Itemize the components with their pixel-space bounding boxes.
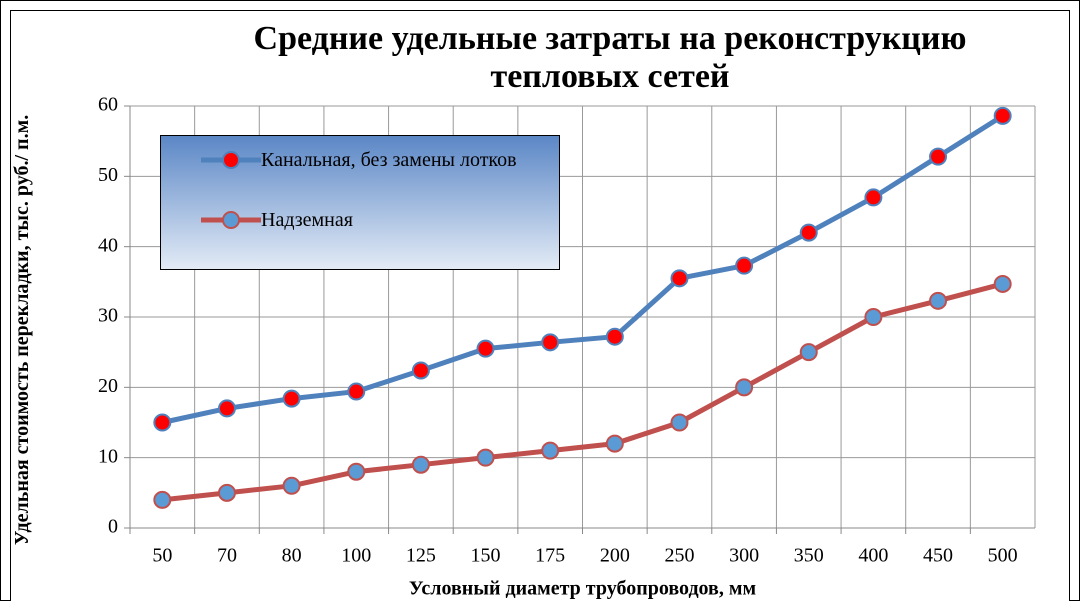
legend-label: Канальная, без замены лотков (261, 149, 517, 171)
series-line (161, 113, 1005, 425)
data-point (605, 327, 624, 346)
x-tick-label: 80 (282, 545, 302, 567)
x-tick-label: 250 (664, 545, 694, 567)
data-point (993, 274, 1012, 293)
y-tick-label: 40 (98, 234, 118, 256)
data-point (347, 462, 366, 481)
data-point (864, 308, 883, 326)
data-point (282, 389, 301, 408)
data-point (993, 106, 1012, 125)
data-point (864, 188, 883, 207)
chart-title: Средние удельные затраты на реконструкци… (253, 20, 967, 95)
data-point (153, 490, 172, 509)
x-tick-label: 150 (471, 545, 501, 567)
x-tick-label: 200 (600, 545, 630, 567)
data-point (411, 361, 430, 380)
data-point (670, 269, 689, 288)
y-tick-label: 0 (108, 516, 118, 538)
data-point (799, 223, 818, 242)
series-line (162, 281, 1004, 503)
data-point (929, 147, 948, 166)
x-tick-label: 50 (152, 545, 172, 567)
data-point (153, 413, 172, 432)
y-tick-label: 50 (98, 164, 118, 186)
data-point (929, 291, 948, 310)
x-axis-title: Условный диаметр трубопроводов, мм (409, 578, 756, 600)
x-tick-label: 450 (923, 545, 953, 567)
y-tick-label: 10 (98, 445, 118, 467)
legend-item: Надземная (171, 208, 541, 232)
data-point (735, 378, 754, 397)
y-tick-label: 60 (98, 94, 118, 116)
x-tick-label: 70 (217, 545, 237, 567)
legend-item: Канальная, без замены лотков (171, 148, 541, 172)
x-tick-label: 100 (341, 545, 371, 567)
legend-icon (201, 151, 261, 169)
data-point (411, 455, 430, 474)
x-tick-label: 175 (535, 545, 565, 567)
data-point (217, 399, 236, 418)
x-tick-label: 400 (858, 545, 888, 567)
y-tick-label: 20 (98, 375, 118, 397)
legend-marker (222, 151, 240, 169)
y-tick-label: 30 (98, 305, 118, 327)
data-point (476, 339, 495, 358)
x-tick-label: 350 (794, 545, 824, 567)
y-axis-title: Удельная стоимость перекладки, тыс. руб.… (11, 114, 33, 546)
data-point (735, 256, 754, 275)
legend-icon (201, 211, 261, 229)
data-point (476, 448, 495, 467)
legend-marker (222, 211, 240, 229)
data-point (217, 483, 236, 502)
data-point (799, 343, 818, 362)
data-point (347, 382, 366, 401)
x-tick-label: 300 (729, 545, 759, 567)
legend-label: Надземная (261, 209, 353, 231)
data-point (670, 413, 689, 432)
data-point (541, 441, 560, 460)
x-tick-label: 500 (988, 545, 1018, 567)
data-point (282, 476, 301, 495)
chart-border (10, 10, 1070, 601)
data-point (605, 434, 624, 453)
legend: Канальная, без замены лотков Надземная (160, 135, 560, 270)
x-tick-label: 125 (406, 545, 436, 567)
data-point (541, 333, 560, 352)
